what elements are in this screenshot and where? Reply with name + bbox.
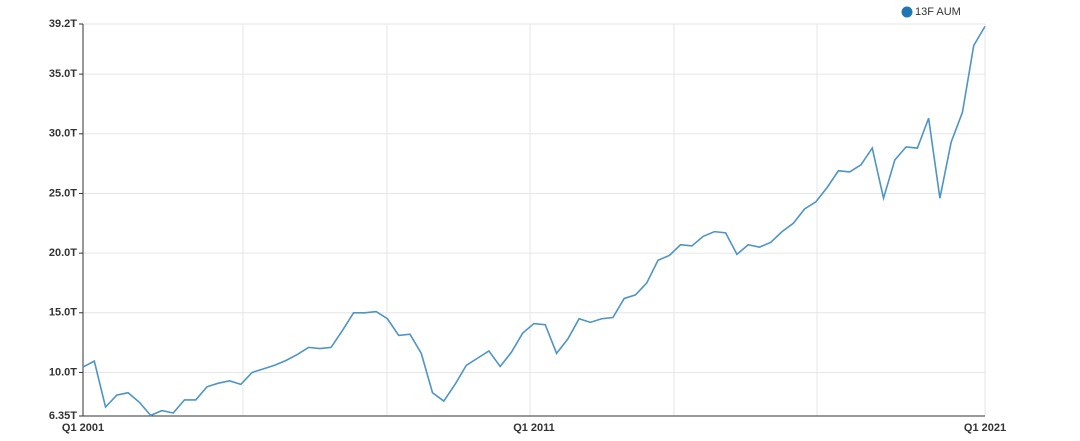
data-line [82, 25, 986, 417]
x-tick-label: Q1 2021 [964, 422, 1006, 434]
y-tick-label: 25.0T [49, 187, 77, 199]
legend-label[interactable]: 13F AUM [915, 6, 961, 18]
y-tick-label: 35.0T [49, 68, 77, 80]
y-tick-label: 10.0T [49, 366, 77, 378]
x-tick-label: Q1 2011 [513, 422, 555, 434]
y-tick-label: 39.2T [49, 18, 77, 30]
legend-marker[interactable] [901, 6, 913, 18]
y-tick-label: 15.0T [49, 307, 77, 319]
x-tick-label: Q1 2001 [62, 422, 104, 434]
y-tick-label: 6.35T [49, 410, 77, 422]
y-tick-label: 20.0T [49, 247, 77, 259]
y-tick-label: 30.0T [49, 128, 77, 140]
